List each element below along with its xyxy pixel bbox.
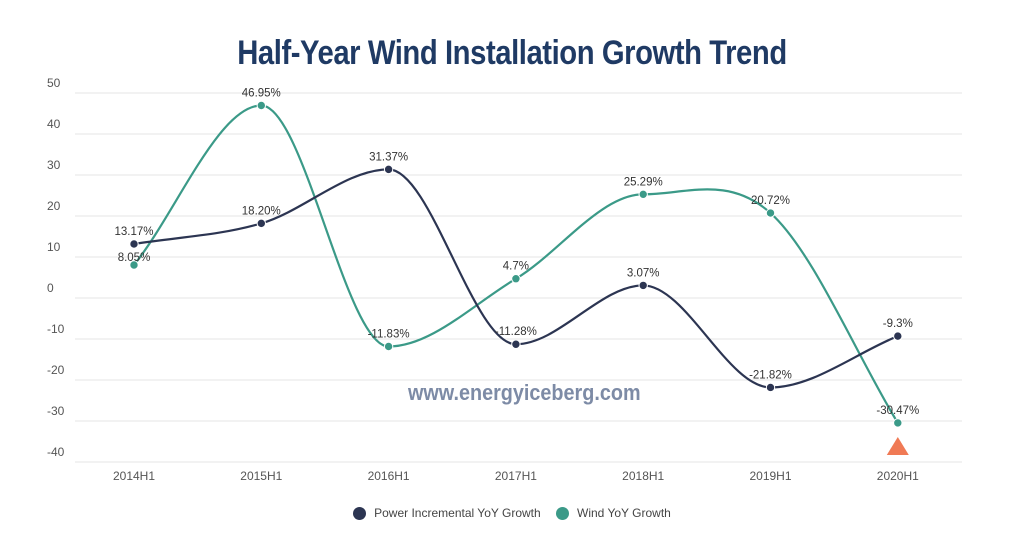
data-point[interactable]: [129, 239, 139, 249]
data-point[interactable]: [893, 331, 903, 341]
data-point[interactable]: [511, 274, 521, 284]
data-label: 31.37%: [369, 151, 408, 163]
x-tick-label: 2016H1: [368, 469, 410, 483]
y-tick-label: 40: [47, 117, 61, 131]
y-tick-label: -40: [47, 445, 65, 459]
watermark: www.energyiceberg.com: [408, 380, 641, 405]
data-label: -9.3%: [883, 318, 913, 330]
y-tick-label: -10: [47, 322, 65, 336]
y-tick-label: 10: [47, 240, 61, 254]
y-tick-label: -30: [47, 404, 65, 418]
legend: Power Incremental YoY Growth Wind YoY Gr…: [0, 506, 1024, 523]
legend-label-power: Power Incremental YoY Growth: [374, 506, 541, 520]
data-point[interactable]: [638, 189, 648, 200]
x-tick-label: 2018H1: [622, 469, 664, 483]
data-labels: 13.17% 18.20% 31.37% -11.28% 3.07% -21.82% -9.…: [114, 88, 919, 417]
x-tick-label: 2017H1: [495, 469, 537, 483]
legend-dot-wind: [556, 506, 570, 520]
x-tick-label: 2019H1: [749, 469, 791, 483]
legend-item-power[interactable]: Power Incremental YoY Growth: [353, 506, 541, 520]
marker-layer: [886, 437, 909, 455]
y-tick-label: 30: [47, 158, 61, 172]
chart-title: Half-Year Wind Installation Growth Trend: [237, 34, 787, 72]
data-label: 25.29%: [624, 176, 663, 188]
x-tick-label: 2020H1: [877, 469, 919, 483]
warning-triangle-marker: [886, 437, 909, 455]
legend-dot-power: [353, 506, 367, 520]
y-tick-label: -20: [47, 363, 65, 377]
x-tick-label: 2014H1: [113, 469, 155, 483]
data-label: 18.20%: [242, 205, 281, 217]
data-label: 4.7%: [503, 261, 529, 273]
legend-label-wind: Wind YoY Growth: [577, 506, 671, 520]
data-point[interactable]: [129, 260, 139, 270]
x-axis-ticks: 2014H1 2015H1 2016H1 2017H1 2018H1 2019H1 2020…: [113, 469, 919, 483]
data-label: 3.07%: [627, 267, 660, 279]
data-label: 8.05%: [118, 252, 151, 264]
data-point[interactable]: [383, 341, 394, 352]
series-layer: [129, 100, 903, 428]
data-point[interactable]: [511, 339, 521, 349]
y-tick-label: 20: [47, 199, 61, 213]
data-label: 13.17%: [114, 226, 153, 238]
data-point[interactable]: [256, 218, 266, 229]
legend-item-wind[interactable]: Wind YoY Growth: [556, 506, 671, 520]
x-tick-label: 2015H1: [240, 469, 282, 483]
data-point[interactable]: [765, 208, 776, 218]
data-label: -11.28%: [495, 326, 537, 338]
grid-layer: [75, 92, 962, 463]
data-point[interactable]: [256, 100, 266, 111]
data-label: -21.82%: [749, 369, 792, 381]
data-point[interactable]: [765, 382, 776, 393]
data-label: -11.83%: [368, 329, 410, 341]
y-axis-ticks: 50 40 30 20 10 0 -10 -20 -30 -40: [47, 76, 65, 459]
data-label: 46.95%: [242, 88, 281, 100]
y-tick-label: 0: [47, 281, 54, 295]
data-point[interactable]: [893, 418, 903, 428]
data-point[interactable]: [383, 164, 394, 175]
data-label: 20.72%: [751, 195, 790, 207]
data-point[interactable]: [638, 280, 648, 291]
y-tick-label: 50: [47, 76, 61, 90]
data-label: -30.47%: [876, 405, 919, 417]
